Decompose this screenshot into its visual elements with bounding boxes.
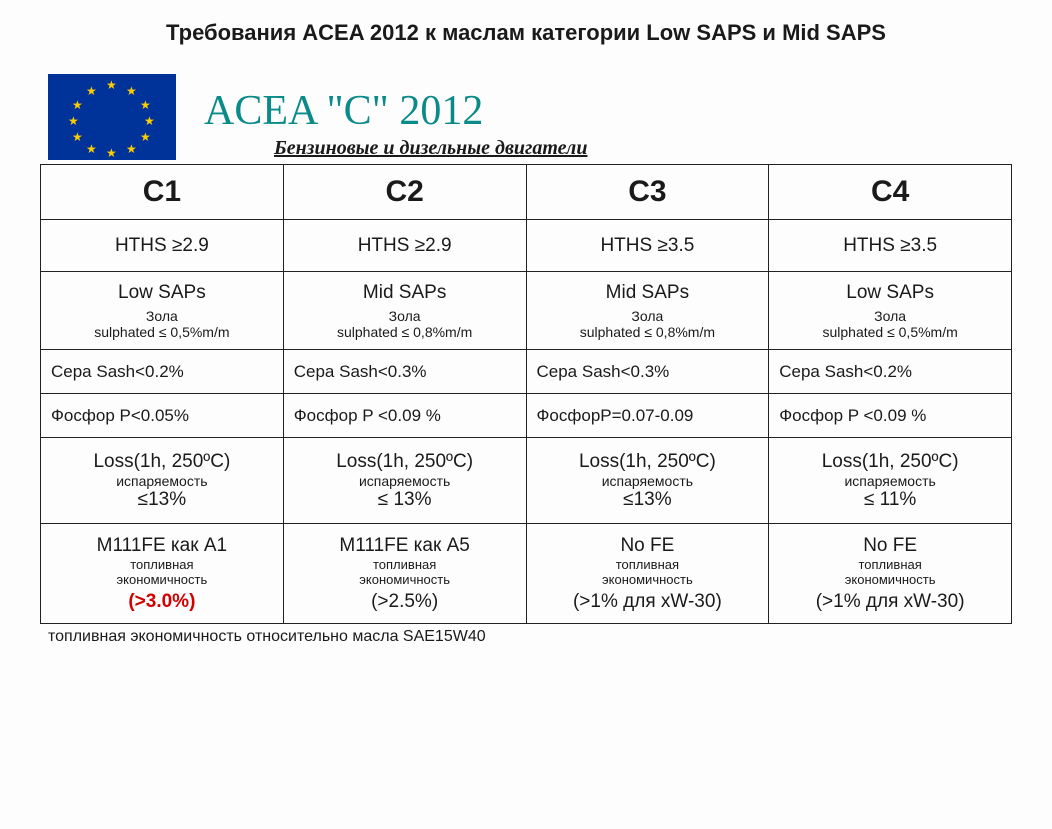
eu-flag: ★ ★ ★ ★ ★ ★ ★ ★ ★ ★ ★ ★ [48,74,176,160]
cell: Фосфор P <0.09 % [290,406,520,426]
row-phos: Фосфор P<0.05% Фосфор P <0.09 % ФосфорP=… [41,394,1012,438]
row-saps: Low SAPs Зола sulphated ≤ 0,5%m/m Mid SA… [41,272,1012,350]
cell: Зола [533,308,763,324]
cell: топливная [533,557,763,572]
cell: Сера Sash<0.2% [47,362,277,382]
footer-note: топливная экономичность относительно мас… [40,624,1012,646]
cell: испаряемость [775,473,1005,489]
cell: Loss(1h, 250ºС) [290,451,520,473]
cell: Low SAPs [47,282,277,304]
cell: Сера Sash<0.3% [533,362,763,382]
col-c1: C1 [41,165,284,220]
col-c2: C2 [283,165,526,220]
cell: Low SAPs [775,282,1005,304]
cell: No FE [775,535,1005,557]
cell: экономичность [775,572,1005,587]
cell: Сера Sash<0.2% [775,362,1005,382]
cell: ≤ 11% [775,489,1005,511]
cell: Mid SAPs [533,282,763,304]
cell: ФосфорP=0.07-0.09 [533,406,763,426]
cell: экономичность [533,572,763,587]
cell: экономичность [290,572,520,587]
col-c3: C3 [526,165,769,220]
cell: ≤ 13% [290,489,520,511]
cell: Зола [775,308,1005,324]
cell: M111FE как A1 [47,535,277,557]
cell: топливная [47,557,277,572]
cell: Фосфор P<0.05% [47,406,277,426]
cell: Loss(1h, 250ºС) [47,451,277,473]
cell: sulphated ≤ 0,8%m/m [290,324,520,340]
row-loss: Loss(1h, 250ºС) испаряемость ≤13% Loss(1… [41,438,1012,524]
cell: испаряемость [533,473,763,489]
cell: топливная [775,557,1005,572]
cell: Сера Sash<0.3% [290,362,520,382]
cell: No FE [533,535,763,557]
cell: испаряемость [47,473,277,489]
main-title: ACEA "C" 2012 [204,87,1012,135]
cell: sulphated ≤ 0,5%m/m [47,324,277,340]
cell: Loss(1h, 250ºС) [533,451,763,473]
cell: Loss(1h, 250ºС) [775,451,1005,473]
cell: Зола [290,308,520,324]
cell: sulphated ≤ 0,8%m/m [533,324,763,340]
header-row-columns: C1 C2 C3 C4 [41,165,1012,220]
cell-red: (>3.0%) [47,591,277,613]
cell: (>1% для xW-30) [533,591,763,613]
cell: ≤13% [533,489,763,511]
cell: (>2.5%) [290,591,520,613]
cell: HTHS ≥3.5 [775,235,1005,257]
cell: (>1% для xW-30) [775,591,1005,613]
row-hths: HTHS ≥2.9 HTHS ≥2.9 HTHS ≥3.5 HTHS ≥3.5 [41,220,1012,272]
spec-table: C1 C2 C3 C4 HTHS ≥2.9 HTHS ≥2.9 HTHS ≥3.… [40,164,1012,624]
cell: HTHS ≥2.9 [290,235,520,257]
title-block: ACEA "C" 2012 Бензиновые и дизельные дви… [204,87,1012,160]
cell: экономичность [47,572,277,587]
cell: Mid SAPs [290,282,520,304]
col-c4: C4 [769,165,1012,220]
cell: Фосфор P <0.09 % [775,406,1005,426]
cell: топливная [290,557,520,572]
cell: ≤13% [47,489,277,511]
cell: HTHS ≥2.9 [47,235,277,257]
cell: HTHS ≥3.5 [533,235,763,257]
cell: sulphated ≤ 0,5%m/m [775,324,1005,340]
cell: M111FE как A5 [290,535,520,557]
row-sera: Сера Sash<0.2% Сера Sash<0.3% Сера Sash<… [41,350,1012,394]
subtitle: Бензиновые и дизельные двигатели [274,137,587,159]
header-row: ★ ★ ★ ★ ★ ★ ★ ★ ★ ★ ★ ★ ACEA "C" 2012 Бе… [40,74,1012,160]
cell: Зола [47,308,277,324]
page-title: Требования ACEA 2012 к маслам категории … [40,20,1012,46]
cell: испаряемость [290,473,520,489]
row-fe: M111FE как A1 топливная экономичность (>… [41,524,1012,624]
